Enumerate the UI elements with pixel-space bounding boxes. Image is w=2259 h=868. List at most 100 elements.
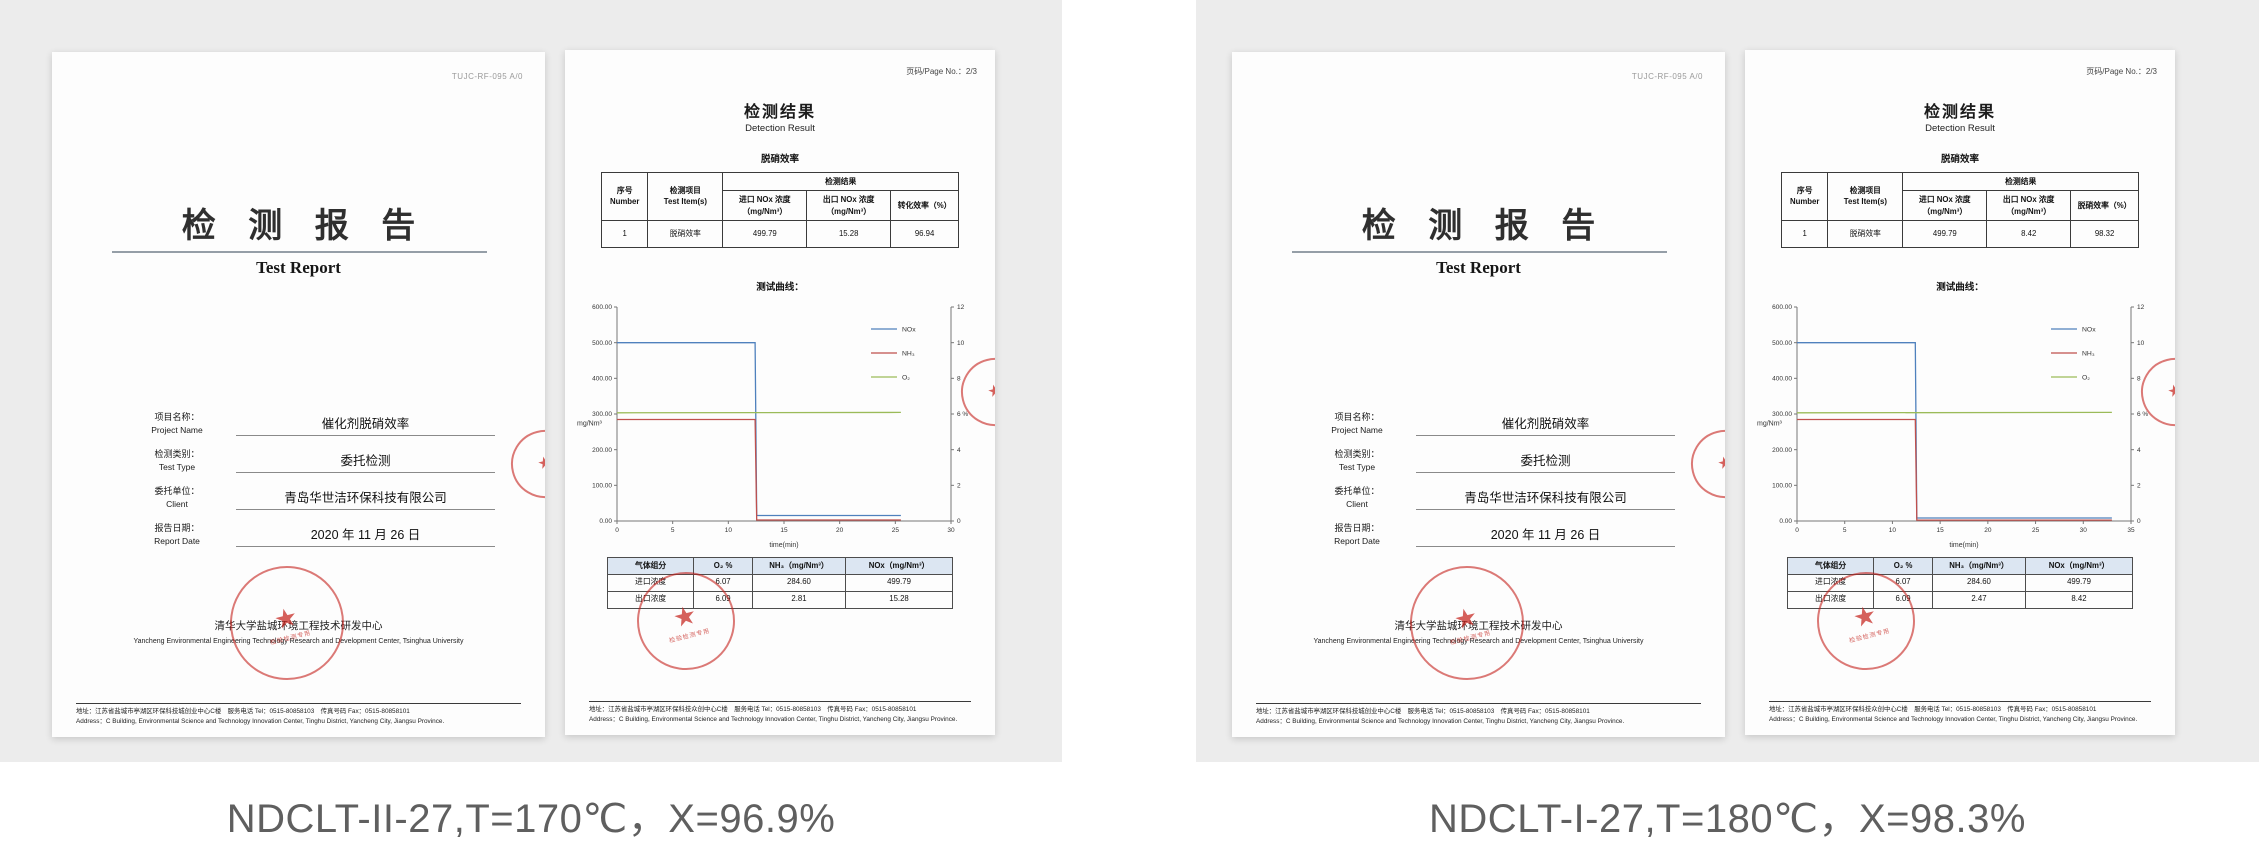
- gas-table: 气体组分 O₂ % NH₃（mg/Nm³） NOx（mg/Nm³） 进口浓度 6…: [606, 557, 953, 609]
- result-section-title: 脱硝效率: [1940, 154, 1979, 165]
- field-label-en: Test Type: [158, 461, 196, 472]
- field-label: 项目名称： Project Name: [118, 411, 236, 436]
- stamp-star-icon: ★: [669, 598, 700, 634]
- svg-text:8: 8: [957, 376, 961, 383]
- stamp-star-icon: ★: [1450, 600, 1481, 636]
- stamp-star-icon: ★: [985, 381, 995, 402]
- svg-text:O₂: O₂: [902, 375, 910, 382]
- svg-text:8: 8: [2137, 376, 2141, 383]
- svg-text:5: 5: [671, 527, 675, 534]
- page-number: 页码/Page No.：2/3: [2086, 67, 2157, 76]
- svg-text:600.00: 600.00: [1772, 304, 1792, 311]
- field-label: 报告日期： Report Date: [118, 522, 236, 547]
- gas-cell: 15.28: [845, 590, 953, 609]
- table-row: 1 脱硝效率 499.79 15.28 96.94: [600, 219, 959, 248]
- stamp-star-icon: ★: [2165, 381, 2175, 402]
- svg-text:mg/Nm³: mg/Nm³: [1757, 420, 1783, 427]
- svg-text:NOx: NOx: [2082, 327, 2096, 334]
- field-row-client: 委托单位： Client 青岛华世洁环保科技有限公司: [118, 482, 495, 510]
- report-title-cn: 检 测 报 告: [181, 208, 428, 245]
- footer-address-cn: 地址：江苏省盐城市亭湖区环保科技众创中心C楼 服务电话 Tel：0515-808…: [589, 705, 917, 713]
- field-value: 青岛华世洁环保科技有限公司: [236, 487, 495, 510]
- field-row-project: 项目名称： Project Name 催化剂脱硝效率: [118, 408, 495, 436]
- cover-fields: 项目名称： Project Name 催化剂脱硝效率 检测类别： Test Type…: [1298, 408, 1675, 556]
- field-label-cn: 检测类别：: [1334, 448, 1380, 459]
- field-label: 委托单位： Client: [1298, 485, 1416, 510]
- svg-text:10: 10: [2137, 340, 2145, 347]
- field-label-en: Project Name: [1331, 424, 1383, 435]
- caption-right: NDCLT-I-27,T=180℃，X=98.3%: [1429, 797, 2026, 841]
- svg-text:0: 0: [957, 518, 961, 525]
- svg-text:400.00: 400.00: [592, 376, 612, 383]
- svg-text:6 %: 6 %: [957, 411, 968, 418]
- svg-text:25: 25: [2032, 527, 2040, 534]
- field-label: 项目名称： Project Name: [1298, 411, 1416, 436]
- svg-text:25: 25: [892, 527, 900, 534]
- red-seal-stamp: ★ 检验检测专用: [1397, 553, 1537, 693]
- footer-address-cn: 地址：江苏省盐城市亭湖区环保科技城创业中心C楼 服务电话 Tel：0515-80…: [76, 707, 410, 715]
- report-panel-left: TUJC-RF-095 A/0 检 测 报 告 Test Report 项目名称…: [0, 0, 1062, 762]
- page-number: 页码/Page No.：2/3: [906, 67, 977, 76]
- caption-band: NDCLT-II-27,T=170℃，X=96.9% NDCLT-I-27,T=…: [0, 762, 2259, 868]
- col-header-efficiency: 转化效率（%）: [890, 190, 959, 221]
- result-section-title: 脱硝效率: [760, 154, 799, 165]
- col-header-result: 检测结果: [722, 171, 959, 192]
- test-curve-chart: 0.00 100.00 200.00 300.00 400.00 500.00 600.00…: [1755, 293, 2165, 551]
- svg-text:200.00: 200.00: [1772, 447, 1792, 454]
- org-name-cn: 清华大学盐城环境工程技术研发中心: [1394, 620, 1563, 632]
- org-name-en: Yancheng Environmental Engineering Techn…: [1313, 637, 1644, 645]
- title-rule: [1292, 251, 1667, 253]
- svg-text:time(min): time(min): [769, 542, 798, 549]
- table-row: 1 脱硝效率 499.79 8.42 98.32: [1780, 219, 2139, 248]
- footer-address-cn: 地址：江苏省盐城市亭湖区环保科技众创中心C楼 服务电话 Tel：0515-808…: [1769, 705, 2097, 713]
- gas-header-nh3: NH₃（mg/Nm³）: [1931, 557, 2027, 575]
- red-seal-stamp: ★ 检验检测专用: [217, 553, 357, 693]
- col-header-outlet: 出口 NOx 浓度 （mg/Nm³）: [806, 190, 892, 221]
- col-header-item: 检测项目 Test Item(s): [647, 172, 724, 221]
- field-label-cn: 项目名称：: [1334, 411, 1380, 422]
- field-label-cn: 报告日期：: [154, 522, 200, 533]
- svg-text:0: 0: [2137, 518, 2141, 525]
- cell-efficiency: 96.94: [890, 219, 959, 248]
- col-header-result: 检测结果: [1902, 171, 2139, 192]
- gas-cell: 出口浓度: [1786, 590, 1875, 609]
- svg-text:NH₃: NH₃: [902, 351, 915, 358]
- page-footer: 地址：江苏省盐城市亭湖区环保科技众创中心C楼 服务电话 Tel：0515-808…: [1769, 700, 2151, 726]
- field-label-cn: 报告日期：: [1334, 522, 1380, 533]
- test-curve-chart: 0.00 100.00 200.00 300.00 400.00 500.00 600.00…: [575, 293, 985, 551]
- svg-text:0.00: 0.00: [1779, 518, 1792, 525]
- red-seal-stamp-edge: ★: [1683, 422, 1725, 506]
- report-title-cn: 检 测 报 告: [1361, 208, 1608, 245]
- col-header-efficiency: 脱硝效率（%）: [2070, 190, 2139, 221]
- field-value: 2020 年 11 月 26 日: [236, 524, 495, 547]
- svg-text:200.00: 200.00: [592, 447, 612, 454]
- cell-item: 脱硝效率: [647, 219, 724, 248]
- curve-title: 测试曲线：: [756, 282, 804, 293]
- svg-text:12: 12: [2137, 304, 2145, 311]
- svg-text:12: 12: [957, 304, 965, 311]
- curve-title: 测试曲线：: [1936, 282, 1984, 293]
- result-table: 序号 Number 检测项目 Test Item(s) 检测结果 进口 NOx …: [600, 171, 959, 248]
- cover-page: TUJC-RF-095 A/0 检 测 报 告 Test Report 项目名称…: [1232, 52, 1725, 737]
- field-label: 报告日期： Report Date: [1298, 522, 1416, 547]
- cover-fields: 项目名称： Project Name 催化剂脱硝效率 检测类别： Test Type…: [118, 408, 495, 556]
- field-row-report-date: 报告日期： Report Date 2020 年 11 月 26 日: [1298, 519, 1675, 547]
- gas-header-nox: NOx（mg/Nm³）: [845, 557, 953, 575]
- field-label: 检测类别： Test Type: [1298, 448, 1416, 473]
- gas-header-nox: NOx（mg/Nm³）: [2025, 557, 2133, 575]
- col-header-item: 检测项目 Test Item(s): [1827, 172, 1904, 221]
- result-title-en: Detection Result: [745, 123, 815, 134]
- gas-cell: 2.47: [1931, 590, 2027, 609]
- gas-header-o2: O₂ %: [693, 557, 753, 575]
- svg-text:4: 4: [2137, 447, 2141, 454]
- field-label-cn: 项目名称：: [154, 411, 200, 422]
- field-label-en: Report Date: [154, 535, 200, 546]
- red-seal-stamp-edge: ★: [503, 422, 545, 506]
- field-row-test-type: 检测类别： Test Type 委托检测: [118, 445, 495, 473]
- svg-text:5: 5: [1843, 527, 1847, 534]
- gas-cell: 出口浓度: [606, 590, 695, 609]
- cell-item: 脱硝效率: [1827, 219, 1904, 248]
- gas-table: 气体组分 O₂ % NH₃（mg/Nm³） NOx（mg/Nm³） 进口浓度 6…: [1786, 557, 2133, 609]
- field-label-en: Report Date: [1334, 535, 1380, 546]
- page-footer: 地址：江苏省盐城市亭湖区环保科技城创业中心C楼 服务电话 Tel：0515-80…: [76, 702, 521, 728]
